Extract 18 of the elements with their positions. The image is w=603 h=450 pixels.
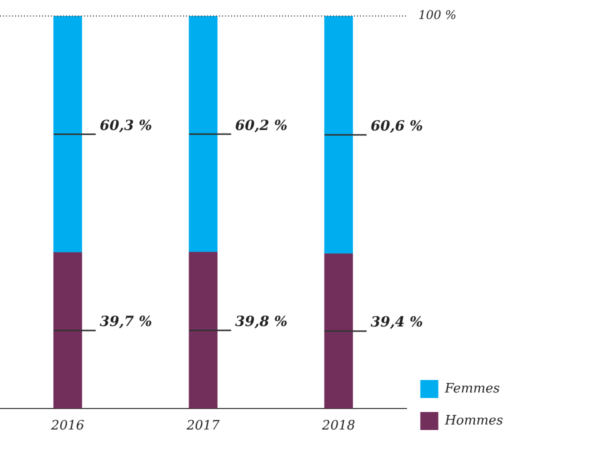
data-label: 39,8 % xyxy=(235,314,288,330)
data-label: 39,7 % xyxy=(100,314,152,330)
data-label: 39,4 % xyxy=(370,314,423,331)
bar xyxy=(188,16,218,253)
bar xyxy=(53,252,82,408)
legend-label: Femmes xyxy=(444,381,500,396)
data-label: 60,6 % xyxy=(370,118,423,135)
bar xyxy=(324,253,353,408)
x-tick-label: 2017 xyxy=(186,418,220,434)
ref-line-label: 100 % xyxy=(418,8,456,22)
x-tick-label: 2018 xyxy=(321,418,356,434)
data-label: 60,2 % xyxy=(235,118,288,134)
bar xyxy=(53,16,82,253)
data-label: 60,3 % xyxy=(100,118,152,134)
legend-label: Hommes xyxy=(444,413,504,428)
bar xyxy=(324,16,353,254)
x-tick-label: 2016 xyxy=(50,418,84,434)
bar xyxy=(188,252,218,408)
